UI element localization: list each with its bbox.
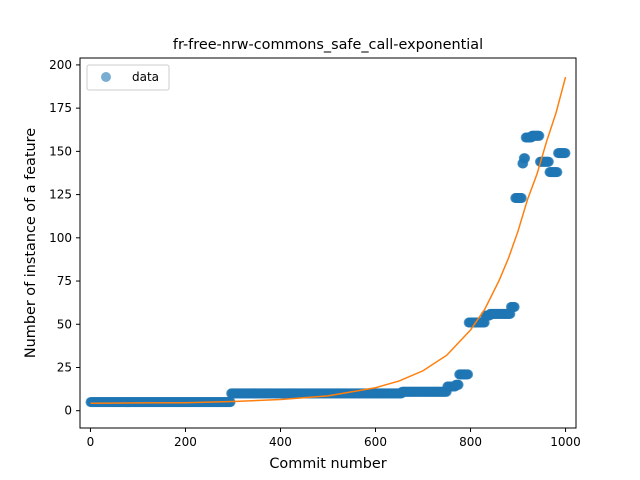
data-point — [543, 156, 554, 167]
y-tick-label: 75 — [57, 274, 72, 288]
data-point — [509, 301, 520, 312]
plot-frame — [79, 57, 577, 429]
x-tick-label: 400 — [269, 435, 292, 449]
x-tick-label: 0 — [87, 435, 95, 449]
legend: data — [86, 64, 170, 91]
y-tick-label: 200 — [49, 58, 72, 72]
y-tick-label: 150 — [49, 144, 72, 158]
y-tick-label: 125 — [49, 188, 72, 202]
y-tick-label: 50 — [57, 317, 72, 331]
legend-label-data: data — [132, 70, 159, 84]
series-fit-line — [90, 76, 567, 405]
y-tick-label: 0 — [64, 404, 72, 418]
y-axis: 0 25 50 75 100 125 150 175 200 — [49, 58, 80, 418]
legend-marker-data — [101, 72, 111, 82]
x-axis-label: Commit number — [269, 456, 386, 472]
data-point — [552, 167, 563, 178]
x-tick-label: 800 — [459, 435, 482, 449]
data-point — [463, 369, 474, 380]
y-tick-label: 25 — [57, 360, 72, 374]
x-tick-label: 1000 — [550, 435, 581, 449]
x-tick-label: 600 — [364, 435, 387, 449]
x-tick-label: 200 — [174, 435, 197, 449]
chart-title: fr-free-nrw-commons_safe_call-exponentia… — [173, 37, 483, 53]
legend-box — [86, 64, 170, 91]
data-point — [520, 153, 531, 164]
x-axis: 0 200 400 600 800 1000 — [87, 428, 581, 449]
data-point — [453, 379, 464, 390]
data-point — [560, 148, 571, 159]
y-tick-label: 175 — [49, 101, 72, 115]
data-point — [534, 130, 545, 141]
y-axis-label: Number of instance of a feature — [23, 128, 39, 358]
data-point — [516, 193, 527, 204]
y-tick-label: 100 — [49, 231, 72, 245]
